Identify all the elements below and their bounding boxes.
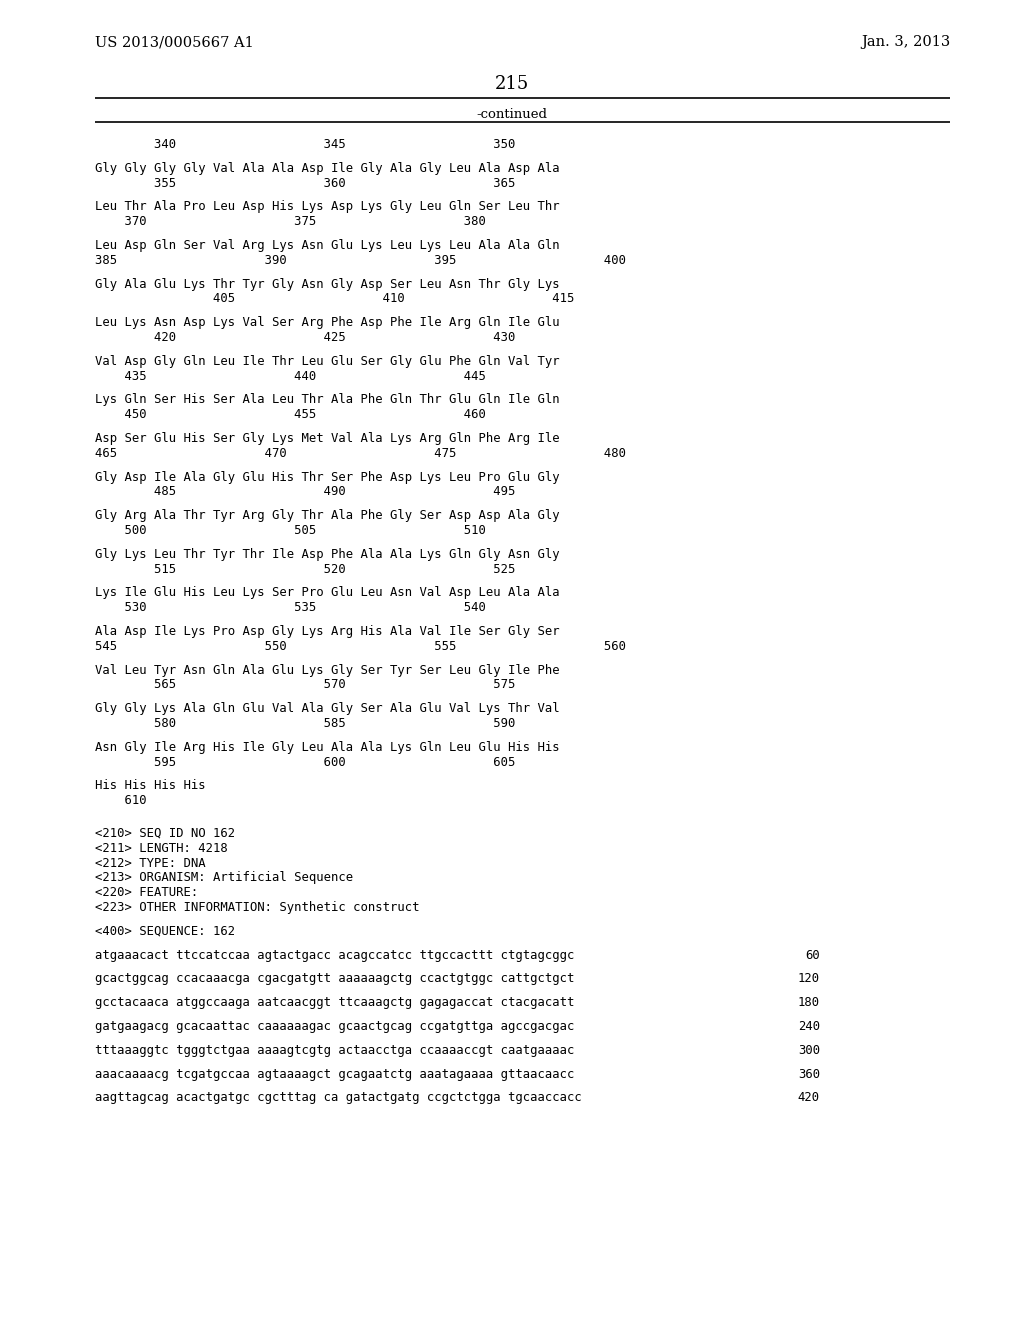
Text: US 2013/0005667 A1: US 2013/0005667 A1: [95, 36, 254, 49]
Text: 530                    535                    540: 530 535 540: [95, 601, 485, 614]
Text: His His His His: His His His His: [95, 779, 206, 792]
Text: 60: 60: [805, 949, 820, 961]
Text: 485                    490                    495: 485 490 495: [95, 486, 515, 499]
Text: Gly Ala Glu Lys Thr Tyr Gly Asn Gly Asp Ser Leu Asn Thr Gly Lys: Gly Ala Glu Lys Thr Tyr Gly Asn Gly Asp …: [95, 277, 560, 290]
Text: Gly Gly Lys Ala Gln Glu Val Ala Gly Ser Ala Glu Val Lys Thr Val: Gly Gly Lys Ala Gln Glu Val Ala Gly Ser …: [95, 702, 560, 715]
Text: Jan. 3, 2013: Jan. 3, 2013: [861, 36, 950, 49]
Text: 595                    600                    605: 595 600 605: [95, 755, 515, 768]
Text: aagttagcag acactgatgc cgctttag ca gatactgatg ccgctctgga tgcaaccacc: aagttagcag acactgatgc cgctttag ca gatact…: [95, 1092, 582, 1105]
Text: 610: 610: [95, 795, 146, 808]
Text: Gly Asp Ile Ala Gly Glu His Thr Ser Phe Asp Lys Leu Pro Glu Gly: Gly Asp Ile Ala Gly Glu His Thr Ser Phe …: [95, 471, 560, 483]
Text: Leu Thr Ala Pro Leu Asp His Lys Asp Lys Gly Leu Gln Ser Leu Thr: Leu Thr Ala Pro Leu Asp His Lys Asp Lys …: [95, 201, 560, 214]
Text: 580                    585                    590: 580 585 590: [95, 717, 515, 730]
Text: Leu Lys Asn Asp Lys Val Ser Arg Phe Asp Phe Ile Arg Gln Ile Glu: Leu Lys Asn Asp Lys Val Ser Arg Phe Asp …: [95, 317, 560, 329]
Text: 180: 180: [798, 997, 820, 1010]
Text: 355                    360                    365: 355 360 365: [95, 177, 515, 190]
Text: -continued: -continued: [476, 108, 548, 121]
Text: 370                    375                    380: 370 375 380: [95, 215, 485, 228]
Text: 240: 240: [798, 1020, 820, 1034]
Text: tttaaaggtc tgggtctgaa aaaagtcgtg actaacctga ccaaaaccgt caatgaaaac: tttaaaggtc tgggtctgaa aaaagtcgtg actaacc…: [95, 1044, 574, 1057]
Text: 120: 120: [798, 973, 820, 986]
Text: 500                    505                    510: 500 505 510: [95, 524, 485, 537]
Text: Leu Asp Gln Ser Val Arg Lys Asn Glu Lys Leu Lys Leu Ala Ala Gln: Leu Asp Gln Ser Val Arg Lys Asn Glu Lys …: [95, 239, 560, 252]
Text: 545                    550                    555                    560: 545 550 555 560: [95, 640, 626, 653]
Text: atgaaacact ttccatccaa agtactgacc acagccatcc ttgccacttt ctgtagcggc: atgaaacact ttccatccaa agtactgacc acagcca…: [95, 949, 574, 961]
Text: 360: 360: [798, 1068, 820, 1081]
Text: 465                    470                    475                    480: 465 470 475 480: [95, 446, 626, 459]
Text: 420                    425                    430: 420 425 430: [95, 331, 515, 345]
Text: 300: 300: [798, 1044, 820, 1057]
Text: 215: 215: [495, 75, 529, 92]
Text: Asp Ser Glu His Ser Gly Lys Met Val Ala Lys Arg Gln Phe Arg Ile: Asp Ser Glu His Ser Gly Lys Met Val Ala …: [95, 432, 560, 445]
Text: <211> LENGTH: 4218: <211> LENGTH: 4218: [95, 842, 227, 855]
Text: 340                    345                    350: 340 345 350: [95, 139, 515, 150]
Text: 515                    520                    525: 515 520 525: [95, 562, 515, 576]
Text: <400> SEQUENCE: 162: <400> SEQUENCE: 162: [95, 925, 236, 937]
Text: gcctacaaca atggccaaga aatcaacggt ttcaaagctg gagagaccat ctacgacatt: gcctacaaca atggccaaga aatcaacggt ttcaaag…: [95, 997, 574, 1010]
Text: Asn Gly Ile Arg His Ile Gly Leu Ala Ala Lys Gln Leu Glu His His: Asn Gly Ile Arg His Ile Gly Leu Ala Ala …: [95, 741, 560, 754]
Text: 405                    410                    415: 405 410 415: [95, 293, 574, 305]
Text: Gly Lys Leu Thr Tyr Thr Ile Asp Phe Ala Ala Lys Gln Gly Asn Gly: Gly Lys Leu Thr Tyr Thr Ile Asp Phe Ala …: [95, 548, 560, 561]
Text: 450                    455                    460: 450 455 460: [95, 408, 485, 421]
Text: 420: 420: [798, 1092, 820, 1105]
Text: <212> TYPE: DNA: <212> TYPE: DNA: [95, 857, 206, 870]
Text: Val Asp Gly Gln Leu Ile Thr Leu Glu Ser Gly Glu Phe Gln Val Tyr: Val Asp Gly Gln Leu Ile Thr Leu Glu Ser …: [95, 355, 560, 368]
Text: 565                    570                    575: 565 570 575: [95, 678, 515, 692]
Text: Val Leu Tyr Asn Gln Ala Glu Lys Gly Ser Tyr Ser Leu Gly Ile Phe: Val Leu Tyr Asn Gln Ala Glu Lys Gly Ser …: [95, 664, 560, 677]
Text: 435                    440                    445: 435 440 445: [95, 370, 485, 383]
Text: <223> OTHER INFORMATION: Synthetic construct: <223> OTHER INFORMATION: Synthetic const…: [95, 902, 420, 913]
Text: Lys Ile Glu His Leu Lys Ser Pro Glu Leu Asn Val Asp Leu Ala Ala: Lys Ile Glu His Leu Lys Ser Pro Glu Leu …: [95, 586, 560, 599]
Text: <220> FEATURE:: <220> FEATURE:: [95, 886, 199, 899]
Text: Gly Gly Gly Gly Val Ala Ala Asp Ile Gly Ala Gly Leu Ala Asp Ala: Gly Gly Gly Gly Val Ala Ala Asp Ile Gly …: [95, 162, 560, 174]
Text: aaacaaaacg tcgatgccaa agtaaaagct gcagaatctg aaatagaaaa gttaacaacc: aaacaaaacg tcgatgccaa agtaaaagct gcagaat…: [95, 1068, 574, 1081]
Text: gcactggcag ccacaaacga cgacgatgtt aaaaaagctg ccactgtggc cattgctgct: gcactggcag ccacaaacga cgacgatgtt aaaaaag…: [95, 973, 574, 986]
Text: 385                    390                    395                    400: 385 390 395 400: [95, 253, 626, 267]
Text: <210> SEQ ID NO 162: <210> SEQ ID NO 162: [95, 828, 236, 840]
Text: Lys Gln Ser His Ser Ala Leu Thr Ala Phe Gln Thr Glu Gln Ile Gln: Lys Gln Ser His Ser Ala Leu Thr Ala Phe …: [95, 393, 560, 407]
Text: <213> ORGANISM: Artificial Sequence: <213> ORGANISM: Artificial Sequence: [95, 871, 353, 884]
Text: gatgaagacg gcacaattac caaaaaagac gcaactgcag ccgatgttga agccgacgac: gatgaagacg gcacaattac caaaaaagac gcaactg…: [95, 1020, 574, 1034]
Text: Gly Arg Ala Thr Tyr Arg Gly Thr Ala Phe Gly Ser Asp Asp Ala Gly: Gly Arg Ala Thr Tyr Arg Gly Thr Ala Phe …: [95, 510, 560, 523]
Text: Ala Asp Ile Lys Pro Asp Gly Lys Arg His Ala Val Ile Ser Gly Ser: Ala Asp Ile Lys Pro Asp Gly Lys Arg His …: [95, 624, 560, 638]
